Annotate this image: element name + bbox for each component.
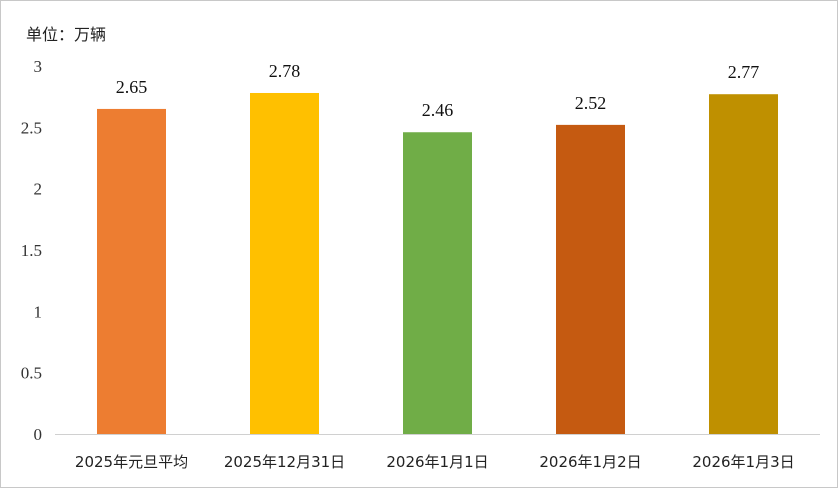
y-tick-label: 3 <box>34 57 43 76</box>
x-tick-label: 2025年12月31日 <box>224 453 345 471</box>
y-tick-label: 0 <box>34 425 43 444</box>
data-label: 2.77 <box>728 62 760 82</box>
data-label: 2.78 <box>269 61 301 81</box>
x-tick-label: 2026年1月2日 <box>539 453 641 471</box>
bar <box>709 94 778 435</box>
bars <box>97 92 778 435</box>
data-label: 2.65 <box>116 77 148 97</box>
bar <box>97 108 166 434</box>
unit-label: 单位：万辆 <box>26 25 107 44</box>
x-tick-label: 2026年1月1日 <box>386 453 488 471</box>
x-tick-label: 2025年元旦平均 <box>75 453 188 471</box>
x-axis: 2025年元旦平均 2025年12月31日 2026年1月1日 2026年1月2日 20… <box>75 453 795 471</box>
y-axis: 0 0.5 1 1.5 2 2.5 3 <box>21 57 42 444</box>
bar <box>556 124 625 434</box>
y-tick-label: 2 <box>34 180 43 199</box>
data-label: 2.46 <box>422 100 454 120</box>
data-label: 2.52 <box>575 93 607 113</box>
bar <box>250 92 319 434</box>
y-tick-label: 0.5 <box>21 364 42 383</box>
x-tick-label: 2026年1月3日 <box>692 453 794 471</box>
y-tick-label: 2.5 <box>21 118 42 137</box>
y-tick-label: 1 <box>34 302 43 321</box>
y-tick-label: 1.5 <box>21 241 42 260</box>
data-labels: 2.65 2.78 2.46 2.52 2.77 <box>116 61 760 120</box>
bar <box>403 132 472 435</box>
